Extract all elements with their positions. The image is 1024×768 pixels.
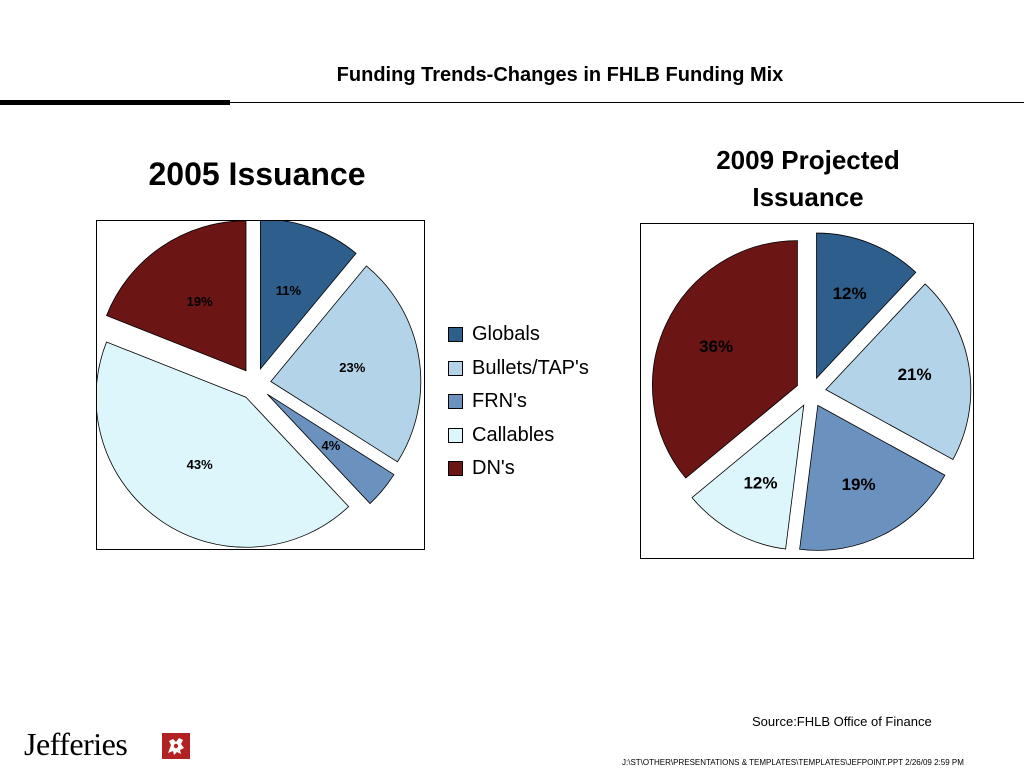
pie-2009-label-3: 12% bbox=[743, 473, 777, 492]
pie-2005-slice-2 bbox=[267, 393, 395, 505]
legend-label: FRN's bbox=[472, 390, 527, 413]
pie-2005-slice-0 bbox=[260, 221, 357, 371]
pie-2005-label-2: 4% bbox=[321, 438, 340, 453]
pie-2005-label-4: 19% bbox=[187, 294, 213, 309]
pie-chart-2009: 12% 21% 19% 12% 36% bbox=[640, 223, 974, 559]
title-rule-thick bbox=[0, 100, 230, 105]
legend-item-bullets: Bullets/TAP's bbox=[448, 352, 589, 386]
pie-2005-slice-3 bbox=[97, 341, 350, 548]
pie-2009-label-4: 36% bbox=[699, 337, 733, 356]
pie-2009-svg: 12% 21% 19% 12% 36% bbox=[652, 232, 972, 551]
pie-2005-label-0: 11% bbox=[276, 283, 302, 298]
legend-swatch bbox=[448, 394, 463, 410]
slide-title: Funding Trends-Changes in FHLB Funding M… bbox=[336, 64, 784, 86]
legend: Globals Bullets/TAP's FRN's Callables DN… bbox=[448, 318, 589, 486]
pie-2009-slice-3 bbox=[691, 404, 805, 550]
pie-2009-label-0: 12% bbox=[833, 284, 867, 303]
footer-file-path: J:\ST\OTHER\PRESENTATIONS & TEMPLATES\TE… bbox=[622, 758, 964, 767]
legend-item-dns: DN's bbox=[448, 452, 589, 486]
pie-2009-slice-1 bbox=[825, 283, 972, 461]
legend-swatch bbox=[448, 327, 463, 343]
pie-2009-slice-4 bbox=[652, 240, 798, 479]
legend-label: Globals bbox=[472, 323, 540, 346]
pie-2005-label-3: 43% bbox=[187, 457, 213, 472]
pie-2005-slice-1 bbox=[270, 265, 422, 463]
legend-item-globals: Globals bbox=[448, 318, 589, 352]
pie-2009-label-1: 21% bbox=[898, 365, 932, 384]
pie-2005-slice-4 bbox=[106, 221, 247, 372]
pie-2009-label-2: 19% bbox=[842, 475, 876, 494]
pie-2005-svg: 11% 23% 4% 43% 19% bbox=[97, 221, 422, 548]
legend-swatch bbox=[448, 360, 463, 376]
pie-2005-label-1: 23% bbox=[339, 360, 365, 375]
title-rule-thin bbox=[230, 102, 1024, 103]
chart-title-2005: 2005 Issuance bbox=[148, 156, 366, 192]
pie-2009-slice-2 bbox=[799, 404, 946, 551]
legend-label: Callables bbox=[472, 423, 555, 446]
chart-title-2009: 2009 Projected Issuance bbox=[716, 145, 900, 212]
legend-item-callables: Callables bbox=[448, 419, 589, 453]
legend-item-frns: FRN's bbox=[448, 385, 589, 419]
pie-chart-2005: 11% 23% 4% 43% 19% bbox=[96, 220, 425, 550]
legend-swatch bbox=[448, 461, 463, 477]
legend-swatch bbox=[448, 427, 463, 443]
pie-2009-slice-0 bbox=[816, 232, 917, 380]
jefferies-logo-icon bbox=[162, 733, 190, 759]
legend-label: Bullets/TAP's bbox=[472, 356, 589, 379]
source-note: Source:FHLB Office of Finance bbox=[752, 714, 932, 729]
legend-label: DN's bbox=[472, 457, 515, 480]
jefferies-logo-text: Jefferies bbox=[24, 726, 128, 762]
